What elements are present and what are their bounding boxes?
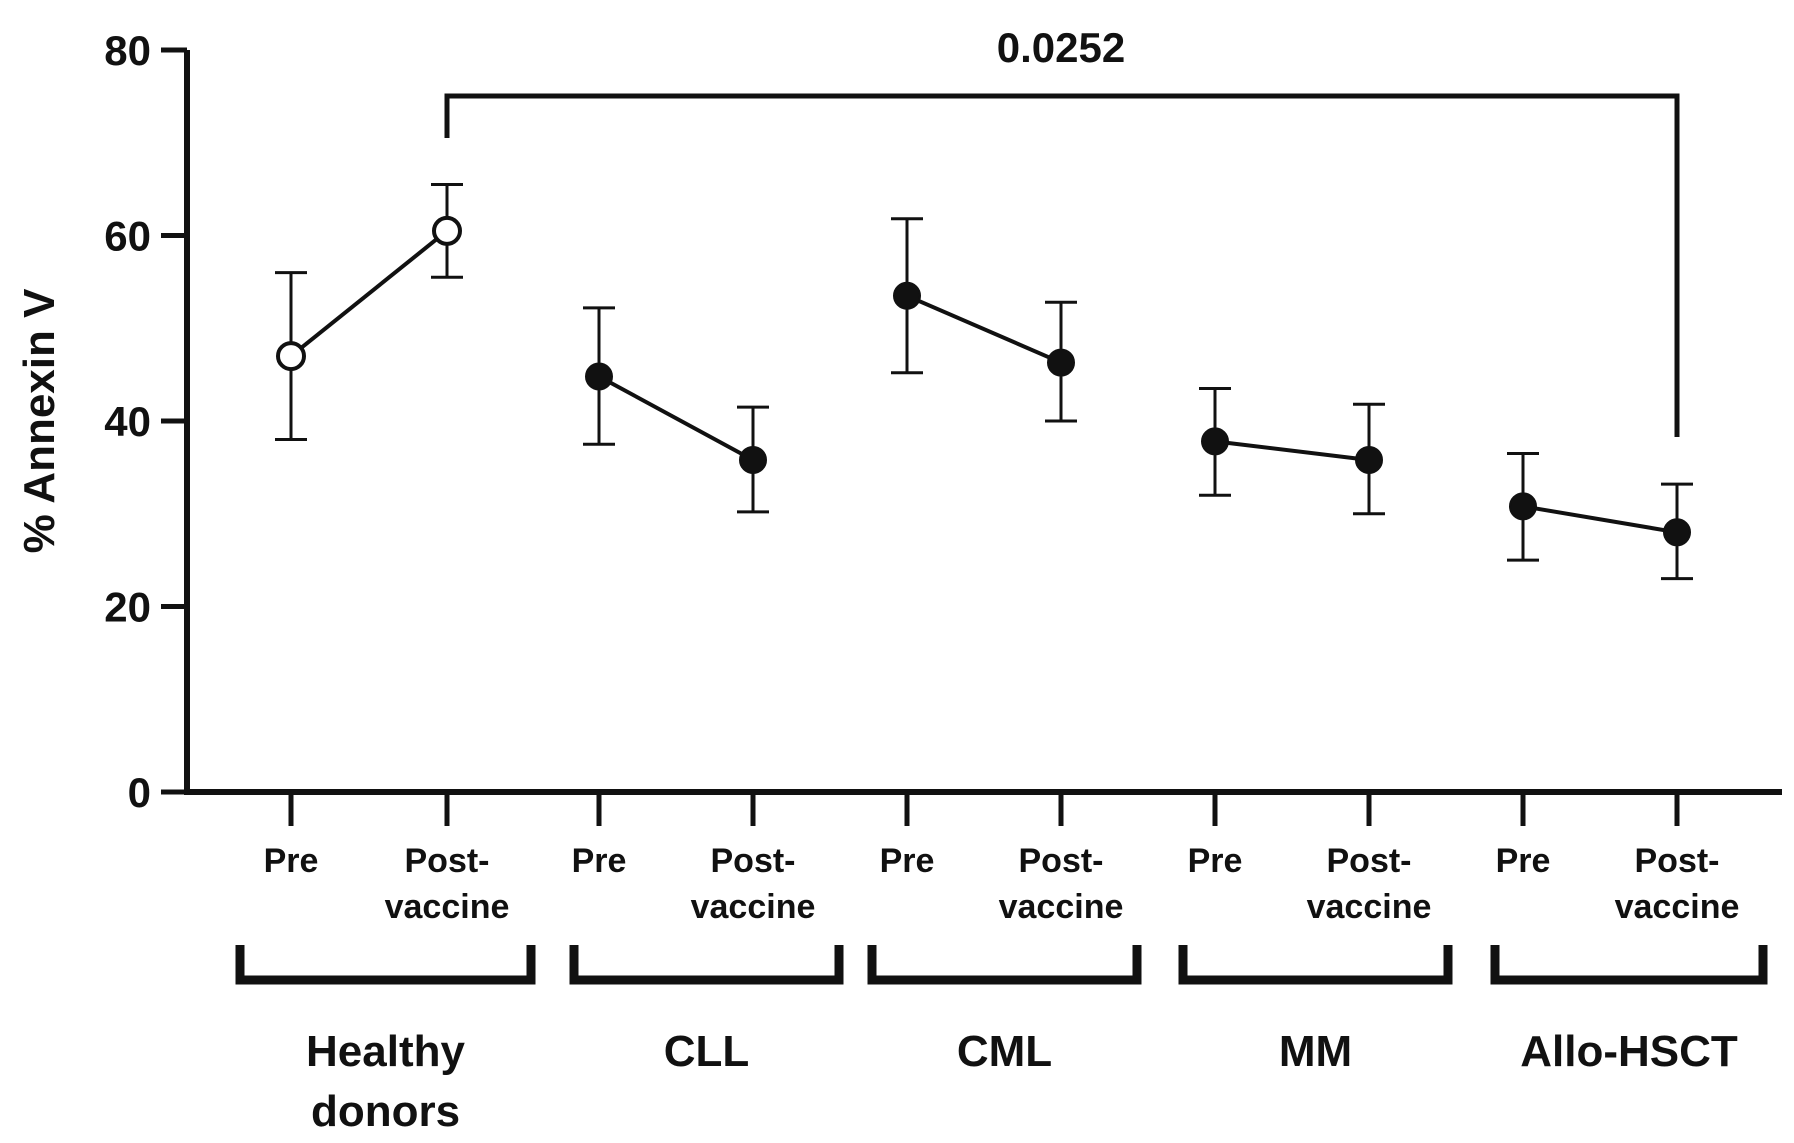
y-tick-label: 60 xyxy=(104,213,151,260)
x-tick-label: vaccine xyxy=(1615,888,1740,926)
group-bracket xyxy=(1178,945,1453,985)
y-tick-label: 40 xyxy=(104,398,151,445)
significance-label: 0.0252 xyxy=(997,24,1125,71)
data-point-open xyxy=(432,215,462,246)
y-tick-label: 0 xyxy=(128,769,151,816)
x-tick-label: Post- xyxy=(1019,842,1104,880)
significance-bracket xyxy=(444,93,1680,437)
x-tick-label: Pre xyxy=(880,842,935,880)
group-bracket xyxy=(867,945,1142,985)
x-tick-label: Pre xyxy=(1188,842,1243,880)
group-label: MM xyxy=(1279,1027,1352,1076)
x-tick-label: Post- xyxy=(405,842,490,880)
data-point-filled xyxy=(585,362,613,391)
group-label: donors xyxy=(311,1087,460,1136)
data-point-open xyxy=(276,341,306,372)
x-tick-label: vaccine xyxy=(1307,888,1432,926)
data-point-filled xyxy=(739,445,767,474)
y-tick-label: 20 xyxy=(104,584,151,631)
x-tick-label: Post- xyxy=(1635,842,1720,880)
x-tick-label: Pre xyxy=(1496,842,1551,880)
group-bracket xyxy=(569,945,844,985)
x-tick-label: Pre xyxy=(572,842,627,880)
series-line xyxy=(1522,504,1678,535)
series-line xyxy=(598,374,754,462)
data-point-filled xyxy=(1355,445,1383,474)
x-tick-label: Pre xyxy=(264,842,319,880)
data-point-filled xyxy=(1047,348,1075,377)
group-label: CLL xyxy=(664,1027,750,1076)
group-bracket xyxy=(1490,945,1768,985)
x-tick-label: Post- xyxy=(711,842,796,880)
group-label: CML xyxy=(957,1027,1052,1076)
x-tick-label: vaccine xyxy=(385,888,510,926)
data-point-filled xyxy=(1663,518,1691,547)
data-point-filled xyxy=(1201,427,1229,456)
y-tick-label: 80 xyxy=(104,27,151,74)
series-line xyxy=(1214,439,1370,462)
data-point-filled xyxy=(893,281,921,310)
series-line xyxy=(289,229,449,358)
x-tick-label: Post- xyxy=(1327,842,1412,880)
group-label: Allo-HSCT xyxy=(1520,1027,1738,1076)
x-tick-label: vaccine xyxy=(691,888,816,926)
y-axis-title: % Annexin V xyxy=(15,288,64,554)
group-bracket xyxy=(235,945,536,985)
x-tick-label: vaccine xyxy=(999,888,1124,926)
group-label: Healthy xyxy=(306,1027,465,1076)
series-line xyxy=(906,293,1062,365)
data-point-filled xyxy=(1509,492,1537,521)
